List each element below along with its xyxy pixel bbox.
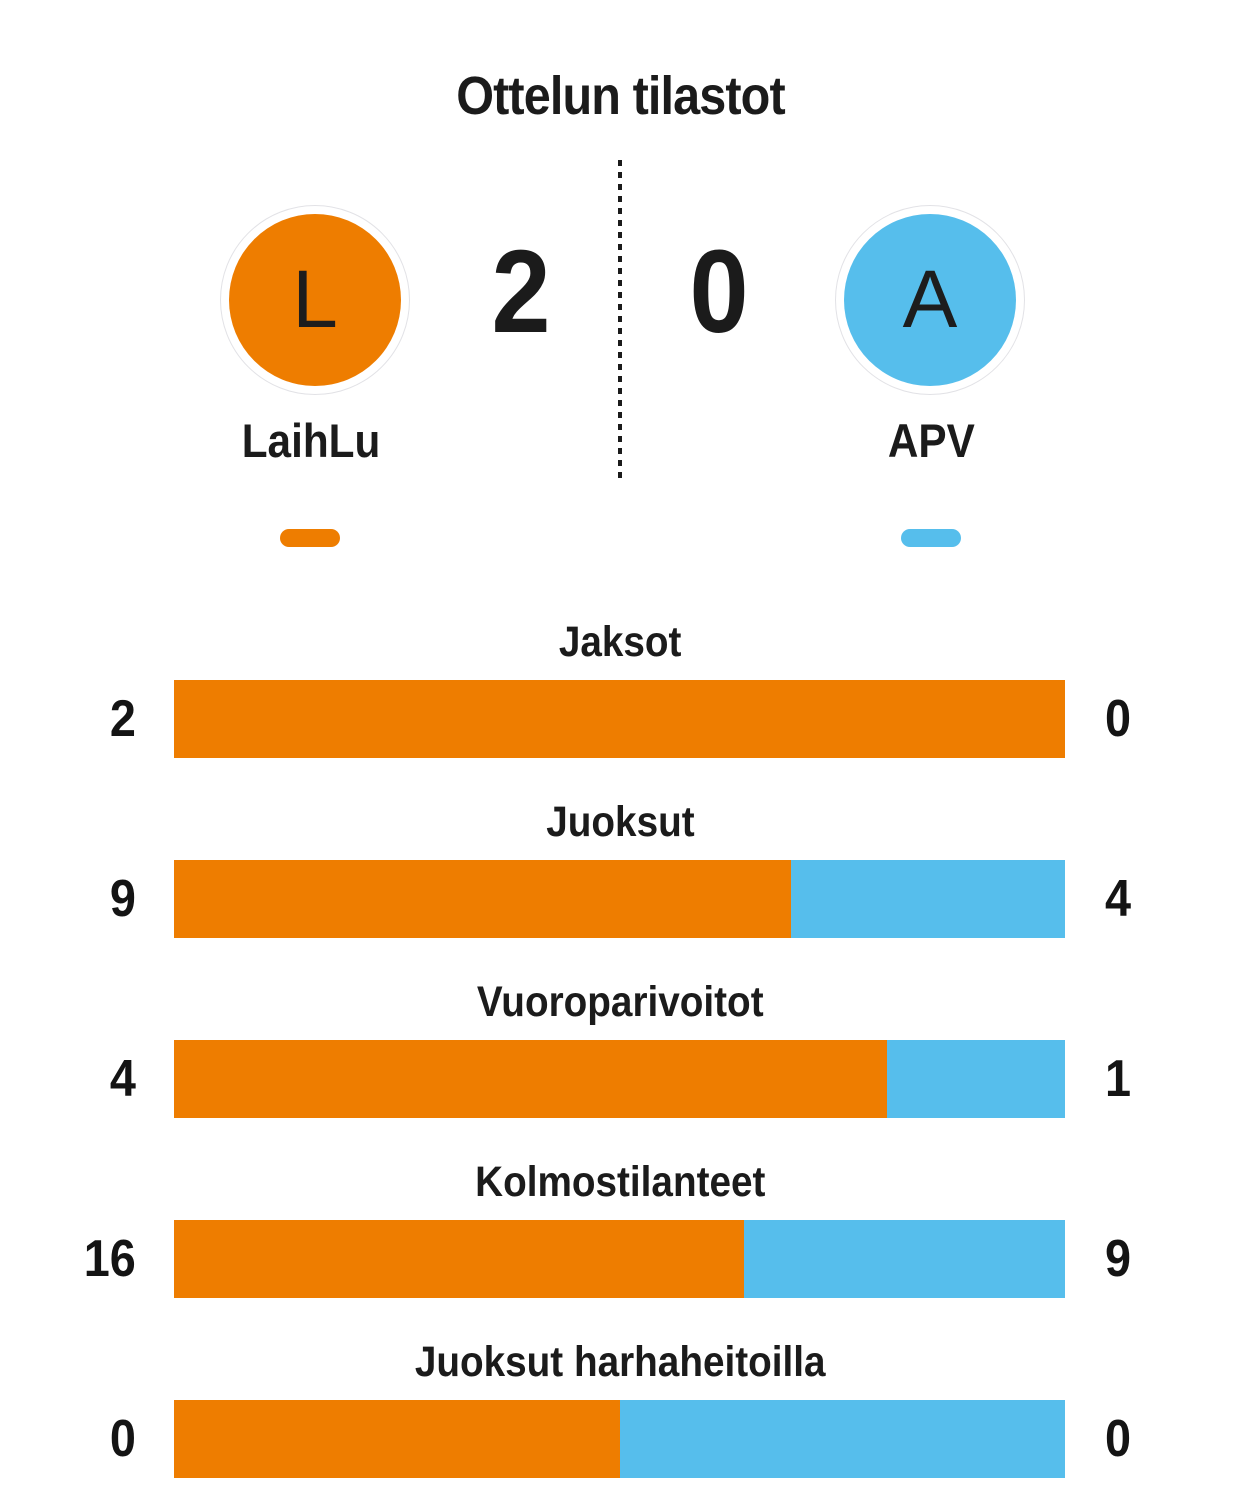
- stat-bar-line: 0 0: [0, 1400, 1240, 1478]
- home-stat-value-text: 9: [109, 870, 136, 928]
- home-stat-value-text: 16: [83, 1230, 136, 1288]
- stat-label: Vuoroparivoitot: [0, 976, 1240, 1040]
- home-stat-value: 16: [0, 1220, 174, 1298]
- away-score: 0: [686, 233, 752, 351]
- home-team-initial: L: [292, 254, 338, 345]
- page-title: Ottelun tilastot: [0, 66, 1240, 126]
- stat-bar-line: 16 9: [0, 1220, 1240, 1298]
- stat-row: Jaksot 2 0: [0, 616, 1240, 796]
- stat-bar-line: 4 1: [0, 1040, 1240, 1118]
- stat-row: Juoksut harhaheitoilla 0 0: [0, 1336, 1240, 1500]
- home-stat-value: 9: [0, 860, 174, 938]
- away-team-name-text: APV: [887, 414, 975, 467]
- stat-bar: [174, 1220, 1065, 1298]
- home-bar-segment: [174, 860, 791, 938]
- home-team-name-text: LaihLu: [241, 414, 381, 467]
- stat-label: Juoksut: [0, 796, 1240, 860]
- home-bar-segment: [174, 1400, 620, 1478]
- away-team-initial: A: [902, 254, 958, 345]
- home-bar-segment: [174, 1040, 887, 1118]
- away-team-badge: A: [835, 205, 1025, 395]
- away-stat-value: 0: [1065, 680, 1240, 758]
- stat-label-text: Juoksut: [545, 798, 695, 846]
- stat-label: Juoksut harhaheitoilla: [0, 1336, 1240, 1400]
- home-score: 2: [488, 233, 554, 351]
- away-stat-value: 1: [1065, 1040, 1240, 1118]
- away-stat-value: 0: [1065, 1400, 1240, 1478]
- home-bar-segment: [174, 1220, 745, 1298]
- away-stat-value: 9: [1065, 1220, 1240, 1298]
- away-bar-segment: [744, 1220, 1065, 1298]
- stat-label-text: Kolmostilanteet: [474, 1158, 766, 1206]
- stat-bar: [174, 860, 1065, 938]
- home-stat-value-text: 2: [109, 690, 136, 748]
- home-stat-value: 0: [0, 1400, 174, 1478]
- stat-label-text: Juoksut harhaheitoilla: [414, 1338, 826, 1386]
- stat-label: Kolmostilanteet: [0, 1156, 1240, 1220]
- home-team-name: LaihLu: [161, 415, 461, 467]
- home-stat-value: 4: [0, 1040, 174, 1118]
- away-stat-value-text: 9: [1105, 1230, 1132, 1288]
- home-stat-value-text: 0: [109, 1410, 136, 1468]
- stat-label: Jaksot: [0, 616, 1240, 680]
- stat-bar: [174, 1040, 1065, 1118]
- stat-label-text: Jaksot: [558, 618, 682, 666]
- scoreboard-header: Ottelun tilastot L 2 0 A LaihLu APV: [0, 0, 1240, 616]
- stat-row: Vuoroparivoitot 4 1: [0, 976, 1240, 1156]
- home-team-logo: L: [229, 214, 401, 386]
- stat-row: Juoksut 9 4: [0, 796, 1240, 976]
- stat-label-text: Vuoroparivoitot: [476, 978, 764, 1026]
- stat-bar-line: 9 4: [0, 860, 1240, 938]
- stat-bar-line: 2 0: [0, 680, 1240, 758]
- stat-bar: [174, 680, 1065, 758]
- page-title-text: Ottelun tilastot: [455, 66, 785, 126]
- stat-row: Kolmostilanteet 16 9: [0, 1156, 1240, 1336]
- away-team-name: APV: [781, 415, 1081, 467]
- stats-list: Jaksot 2 0 Juoksut 9 4 Vuoroparivoitot 4: [0, 616, 1240, 1500]
- stat-bar: [174, 1400, 1065, 1478]
- home-score-text: 2: [491, 226, 551, 358]
- away-bar-segment: [790, 860, 1065, 938]
- away-stat-value: 4: [1065, 860, 1240, 938]
- home-stat-value: 2: [0, 680, 174, 758]
- away-score-text: 0: [689, 226, 749, 358]
- away-legend-dash: [901, 529, 961, 547]
- away-stat-value-text: 0: [1105, 1410, 1132, 1468]
- away-stat-value-text: 4: [1105, 870, 1132, 928]
- home-team-badge: L: [220, 205, 410, 395]
- away-bar-segment: [886, 1040, 1065, 1118]
- away-bar-segment: [619, 1400, 1065, 1478]
- away-team-logo: A: [844, 214, 1016, 386]
- away-stat-value-text: 1: [1105, 1050, 1132, 1108]
- home-legend-dash: [280, 529, 340, 547]
- home-bar-segment: [174, 680, 1065, 758]
- away-stat-value-text: 0: [1105, 690, 1132, 748]
- dotted-divider: [618, 160, 622, 478]
- home-stat-value-text: 4: [109, 1050, 136, 1108]
